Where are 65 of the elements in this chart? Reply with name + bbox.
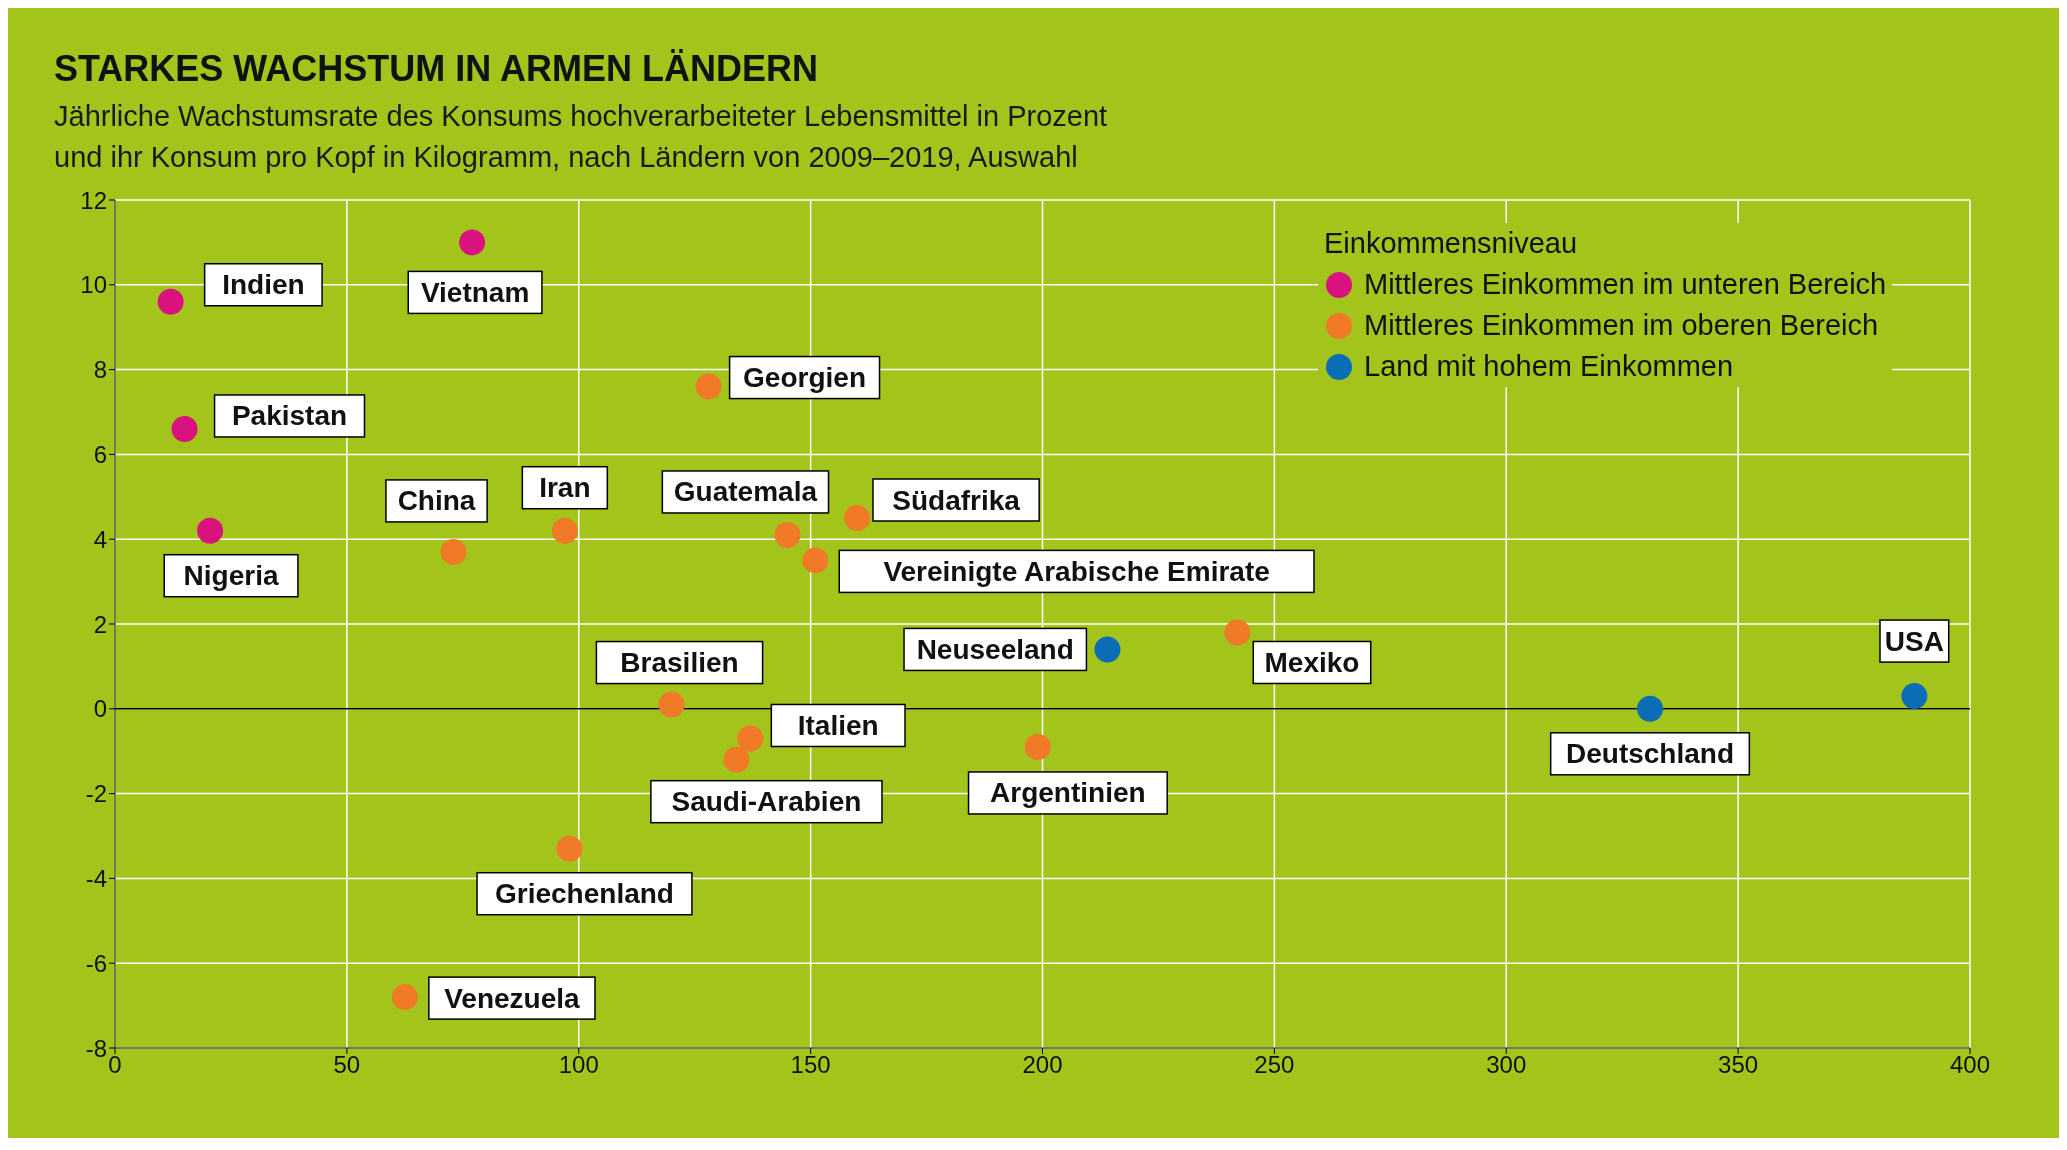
x-tick-label: 400 [1949,1051,1991,1079]
legend-label: Mittleres Einkommen im oberen Bereich [1364,308,1879,343]
point [1024,733,1051,760]
point [774,521,801,548]
annotation: Guatemala [673,476,818,508]
annotation: China [397,485,476,517]
point [695,373,722,400]
annotation: Venezuela [444,982,581,1014]
point [737,725,764,752]
y-tick-label: -2 [85,780,107,808]
y-tick-label: 8 [93,356,107,384]
chart-title: STARKES WACHSTUM IN ARMEN LÄNDERN [54,48,818,90]
legend-label: Land mit hohem Einkommen [1364,349,1734,384]
x-tick-label: 250 [1254,1051,1295,1079]
annotation: Saudi-Arabien [671,786,862,818]
annotation: Südafrika [892,484,1021,516]
point [459,229,486,256]
annotation: Italien [797,709,879,741]
y-tick-label: 0 [93,695,107,723]
point [1637,695,1664,722]
x-tick-label: 150 [790,1051,831,1079]
annotation: Griechenland [495,878,674,910]
annotation: Vereinigte Arabische Emirate [883,555,1270,587]
chart-subtitle: Jährliche Wachstumsrate des Konsums hochverarbeiteter Lebensmittel in Prozent und ihr Konsum pro Kopf in Kilogramm, nach Ländern von 2009–2019, Auswahl [54,99,1108,175]
annotation: Pakistan [231,400,348,432]
legend-title: Einkommensniveau [1324,226,1579,261]
annotation: Indien [222,269,305,301]
annotation: Deutschland [1566,738,1735,770]
x-tick-label: 50 [333,1051,361,1079]
annotation: Georgien [743,362,867,394]
point [844,505,870,531]
annotation: USA [1884,625,1944,657]
y-tick-label: 2 [93,610,107,638]
point [723,746,750,773]
point [171,415,198,442]
point [391,984,418,1011]
y-tick-label: 10 [80,271,107,299]
x-tick-label: 350 [1718,1051,1759,1079]
y-tick-label: 12 [80,186,107,214]
point [197,517,224,544]
y-tick-label: -4 [85,864,107,892]
point [802,547,829,574]
annotation: Vietnam [420,276,530,308]
y-tick-label: -8 [85,1034,107,1062]
y-tick-label: -6 [85,949,107,977]
y-tick-label: 4 [93,525,107,553]
x-tick-label: 100 [558,1051,599,1079]
annotation: Argentinien [990,777,1146,809]
point [658,691,685,718]
annotation: Nigeria [183,560,279,592]
point [157,288,184,315]
point [1224,619,1251,646]
point [551,517,578,544]
legend-label: Mittleres Einkommen im unteren Bereich [1364,267,1887,302]
point [1094,636,1121,663]
y-tick-label: 6 [93,440,107,468]
x-tick-label: 200 [1022,1051,1063,1079]
point [440,538,467,565]
annotation: Mexiko [1264,646,1360,678]
annotation: Neuseeland [916,633,1074,665]
annotation: Iran [539,472,591,504]
point [556,835,583,862]
point [1901,683,1928,710]
annotation: Brasilien [620,647,739,679]
x-tick-label: 300 [1486,1051,1527,1079]
